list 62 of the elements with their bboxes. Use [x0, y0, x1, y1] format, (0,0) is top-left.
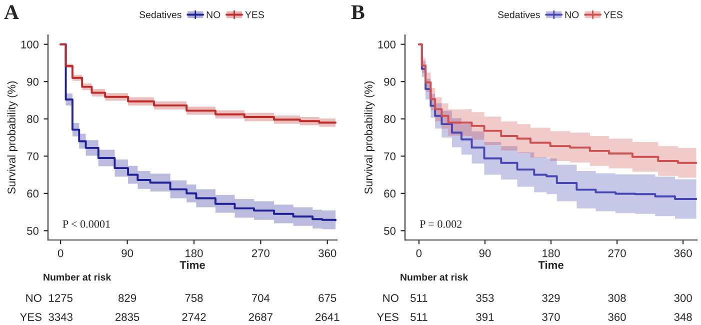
- y-tick-label: 90: [384, 78, 396, 86]
- text: NO: [26, 294, 42, 302]
- text: 511: [410, 294, 428, 302]
- annotation: P < 0.0001: [62, 220, 110, 228]
- y-tick-label: 100: [21, 40, 39, 48]
- text: 329: [542, 294, 560, 302]
- text: 758: [185, 294, 203, 302]
- text: NO: [383, 294, 398, 302]
- chart-title: A: [4, 5, 19, 20]
- text: 391: [476, 313, 494, 321]
- y-tick-label: 50: [384, 226, 396, 235]
- text: 3343: [48, 313, 72, 321]
- text: 829: [118, 294, 136, 302]
- x-axis-title: Time: [538, 260, 564, 269]
- text: 360: [608, 313, 626, 321]
- legend-label: NO: [565, 11, 579, 18]
- annotation: P = 0.002: [420, 220, 462, 228]
- y-axis-title: Survival probability (%): [364, 81, 375, 194]
- x-tick-label: 360: [674, 249, 692, 258]
- text: 300: [674, 294, 692, 302]
- legend-label: YES: [604, 11, 622, 18]
- y-tick-label: 70: [27, 152, 39, 160]
- y-tick-label: 90: [27, 78, 39, 86]
- text: 370: [542, 313, 560, 321]
- x-tick-label: 0: [58, 249, 64, 258]
- text: YES: [377, 313, 398, 321]
- text: 2742: [182, 313, 206, 321]
- legend-label: NO: [206, 11, 220, 18]
- legend-title: Sedatives: [498, 11, 540, 18]
- text: Number at risk: [44, 273, 112, 281]
- x-tick-label: 180: [186, 249, 203, 258]
- text: 308: [608, 294, 626, 302]
- y-tick-label: 100: [378, 40, 396, 48]
- x-tick-label: 90: [479, 249, 491, 258]
- text: 2835: [115, 313, 140, 321]
- x-tick-label: 360: [318, 249, 336, 258]
- y-tick-label: 70: [384, 152, 396, 160]
- y-tick-label: 80: [27, 115, 39, 123]
- x-tick-label: 270: [252, 249, 270, 258]
- text: 353: [476, 294, 494, 302]
- legend-label: YES: [245, 11, 264, 18]
- text: 511: [410, 313, 428, 321]
- y-tick-label: 60: [384, 190, 396, 198]
- y-axis-title: Survival probability (%): [7, 81, 18, 194]
- text: 704: [252, 294, 270, 302]
- text: 1275: [49, 294, 72, 302]
- text: 2641: [316, 313, 340, 321]
- y-tick-label: 50: [27, 226, 39, 235]
- x-tick-label: 0: [416, 249, 422, 258]
- y-tick-label: 80: [384, 115, 396, 123]
- x-tick-label: 90: [122, 249, 134, 258]
- text: 675: [318, 294, 336, 302]
- text: YES: [20, 313, 42, 321]
- x-tick-label: 270: [608, 249, 626, 258]
- text: 348: [674, 313, 692, 321]
- chart-title: B: [351, 5, 364, 20]
- y-tick-label: 60: [27, 190, 39, 198]
- legend-title: Sedatives: [140, 11, 182, 18]
- text: 2687: [248, 313, 272, 321]
- x-axis-title: Time: [180, 260, 205, 269]
- text: Number at risk: [400, 273, 468, 281]
- x-tick-label: 180: [542, 249, 560, 258]
